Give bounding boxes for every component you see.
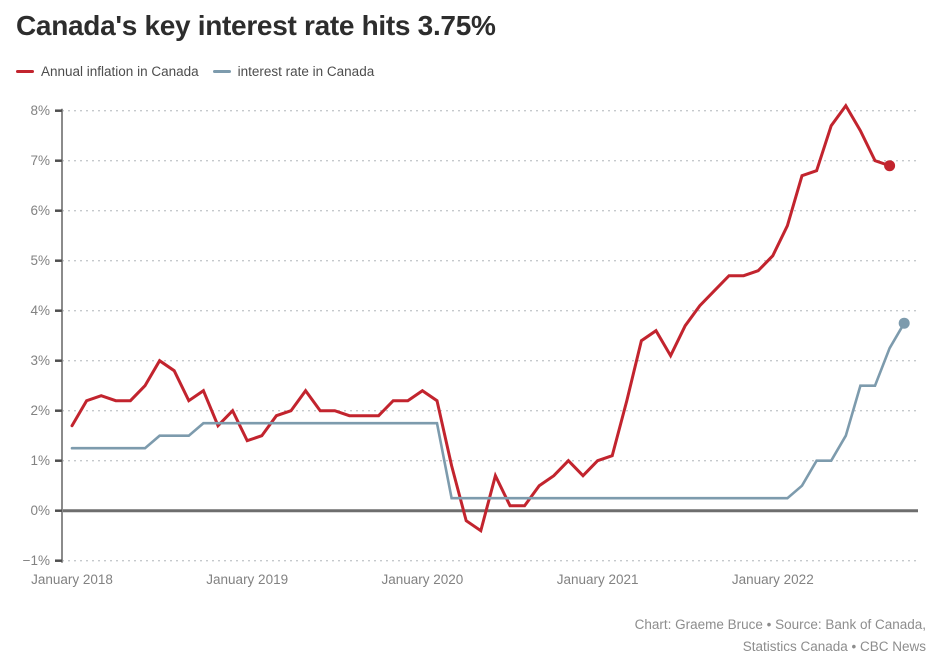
y-axis-label-1%: 1% xyxy=(30,453,50,468)
y-axis-label-5%: 5% xyxy=(30,253,50,268)
y-axis-label-8%: 8% xyxy=(30,103,50,118)
attribution-line-2: Statistics Canada • CBC News xyxy=(742,639,926,654)
interest-rate-end-dot xyxy=(898,317,910,329)
interest-rate-line-swatch-icon xyxy=(212,70,231,73)
x-axis-label: January 2022 xyxy=(732,572,814,587)
legend-item-interest-rate: interest rate in Canada xyxy=(212,64,375,79)
inflation-line xyxy=(70,102,892,534)
x-axis-label: January 2020 xyxy=(381,572,463,587)
y-axis-label-3%: 3% xyxy=(30,353,50,368)
inflation-end-dot xyxy=(884,160,896,172)
legend-label-interest-rate: interest rate in Canada xyxy=(237,64,375,79)
y-axis-label-6%: 6% xyxy=(30,203,50,218)
x-axis-label: January 2021 xyxy=(557,572,639,587)
y-axis-label-7%: 7% xyxy=(30,153,50,168)
inflation-line-swatch-icon xyxy=(16,70,34,73)
attribution: Chart: Graeme Bruce • Source: Bank of Ca… xyxy=(635,614,926,658)
y-axis-label-0%: 0% xyxy=(30,503,50,518)
x-axis-label: January 2019 xyxy=(206,572,288,587)
x-axis-label: January 2018 xyxy=(31,572,113,587)
legend-label-inflation: Annual inflation in Canada xyxy=(41,64,199,79)
legend: Annual inflation in Canada interest rate… xyxy=(16,64,374,79)
chart-title: Canada's key interest rate hits 3.75% xyxy=(16,10,496,41)
y-axis-label-−1%: −1% xyxy=(23,553,50,568)
legend-item-inflation: Annual inflation in Canada xyxy=(16,64,199,79)
y-axis-label-2%: 2% xyxy=(30,403,50,418)
interest-rate-line xyxy=(70,321,906,500)
attribution-line-1: Chart: Graeme Bruce • Source: Bank of Ca… xyxy=(634,617,926,632)
y-axis-label-4%: 4% xyxy=(30,303,50,318)
